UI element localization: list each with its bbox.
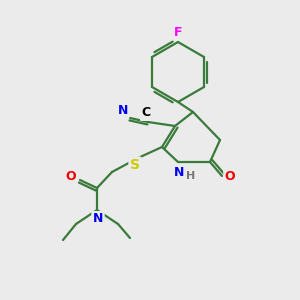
Text: N: N bbox=[174, 166, 184, 178]
Text: O: O bbox=[225, 169, 235, 182]
Text: N: N bbox=[118, 103, 128, 116]
Text: H: H bbox=[186, 171, 195, 181]
Text: F: F bbox=[174, 26, 182, 38]
Text: C: C bbox=[141, 106, 151, 119]
Text: N: N bbox=[93, 212, 103, 226]
Text: O: O bbox=[66, 170, 76, 184]
Text: S: S bbox=[130, 158, 140, 172]
